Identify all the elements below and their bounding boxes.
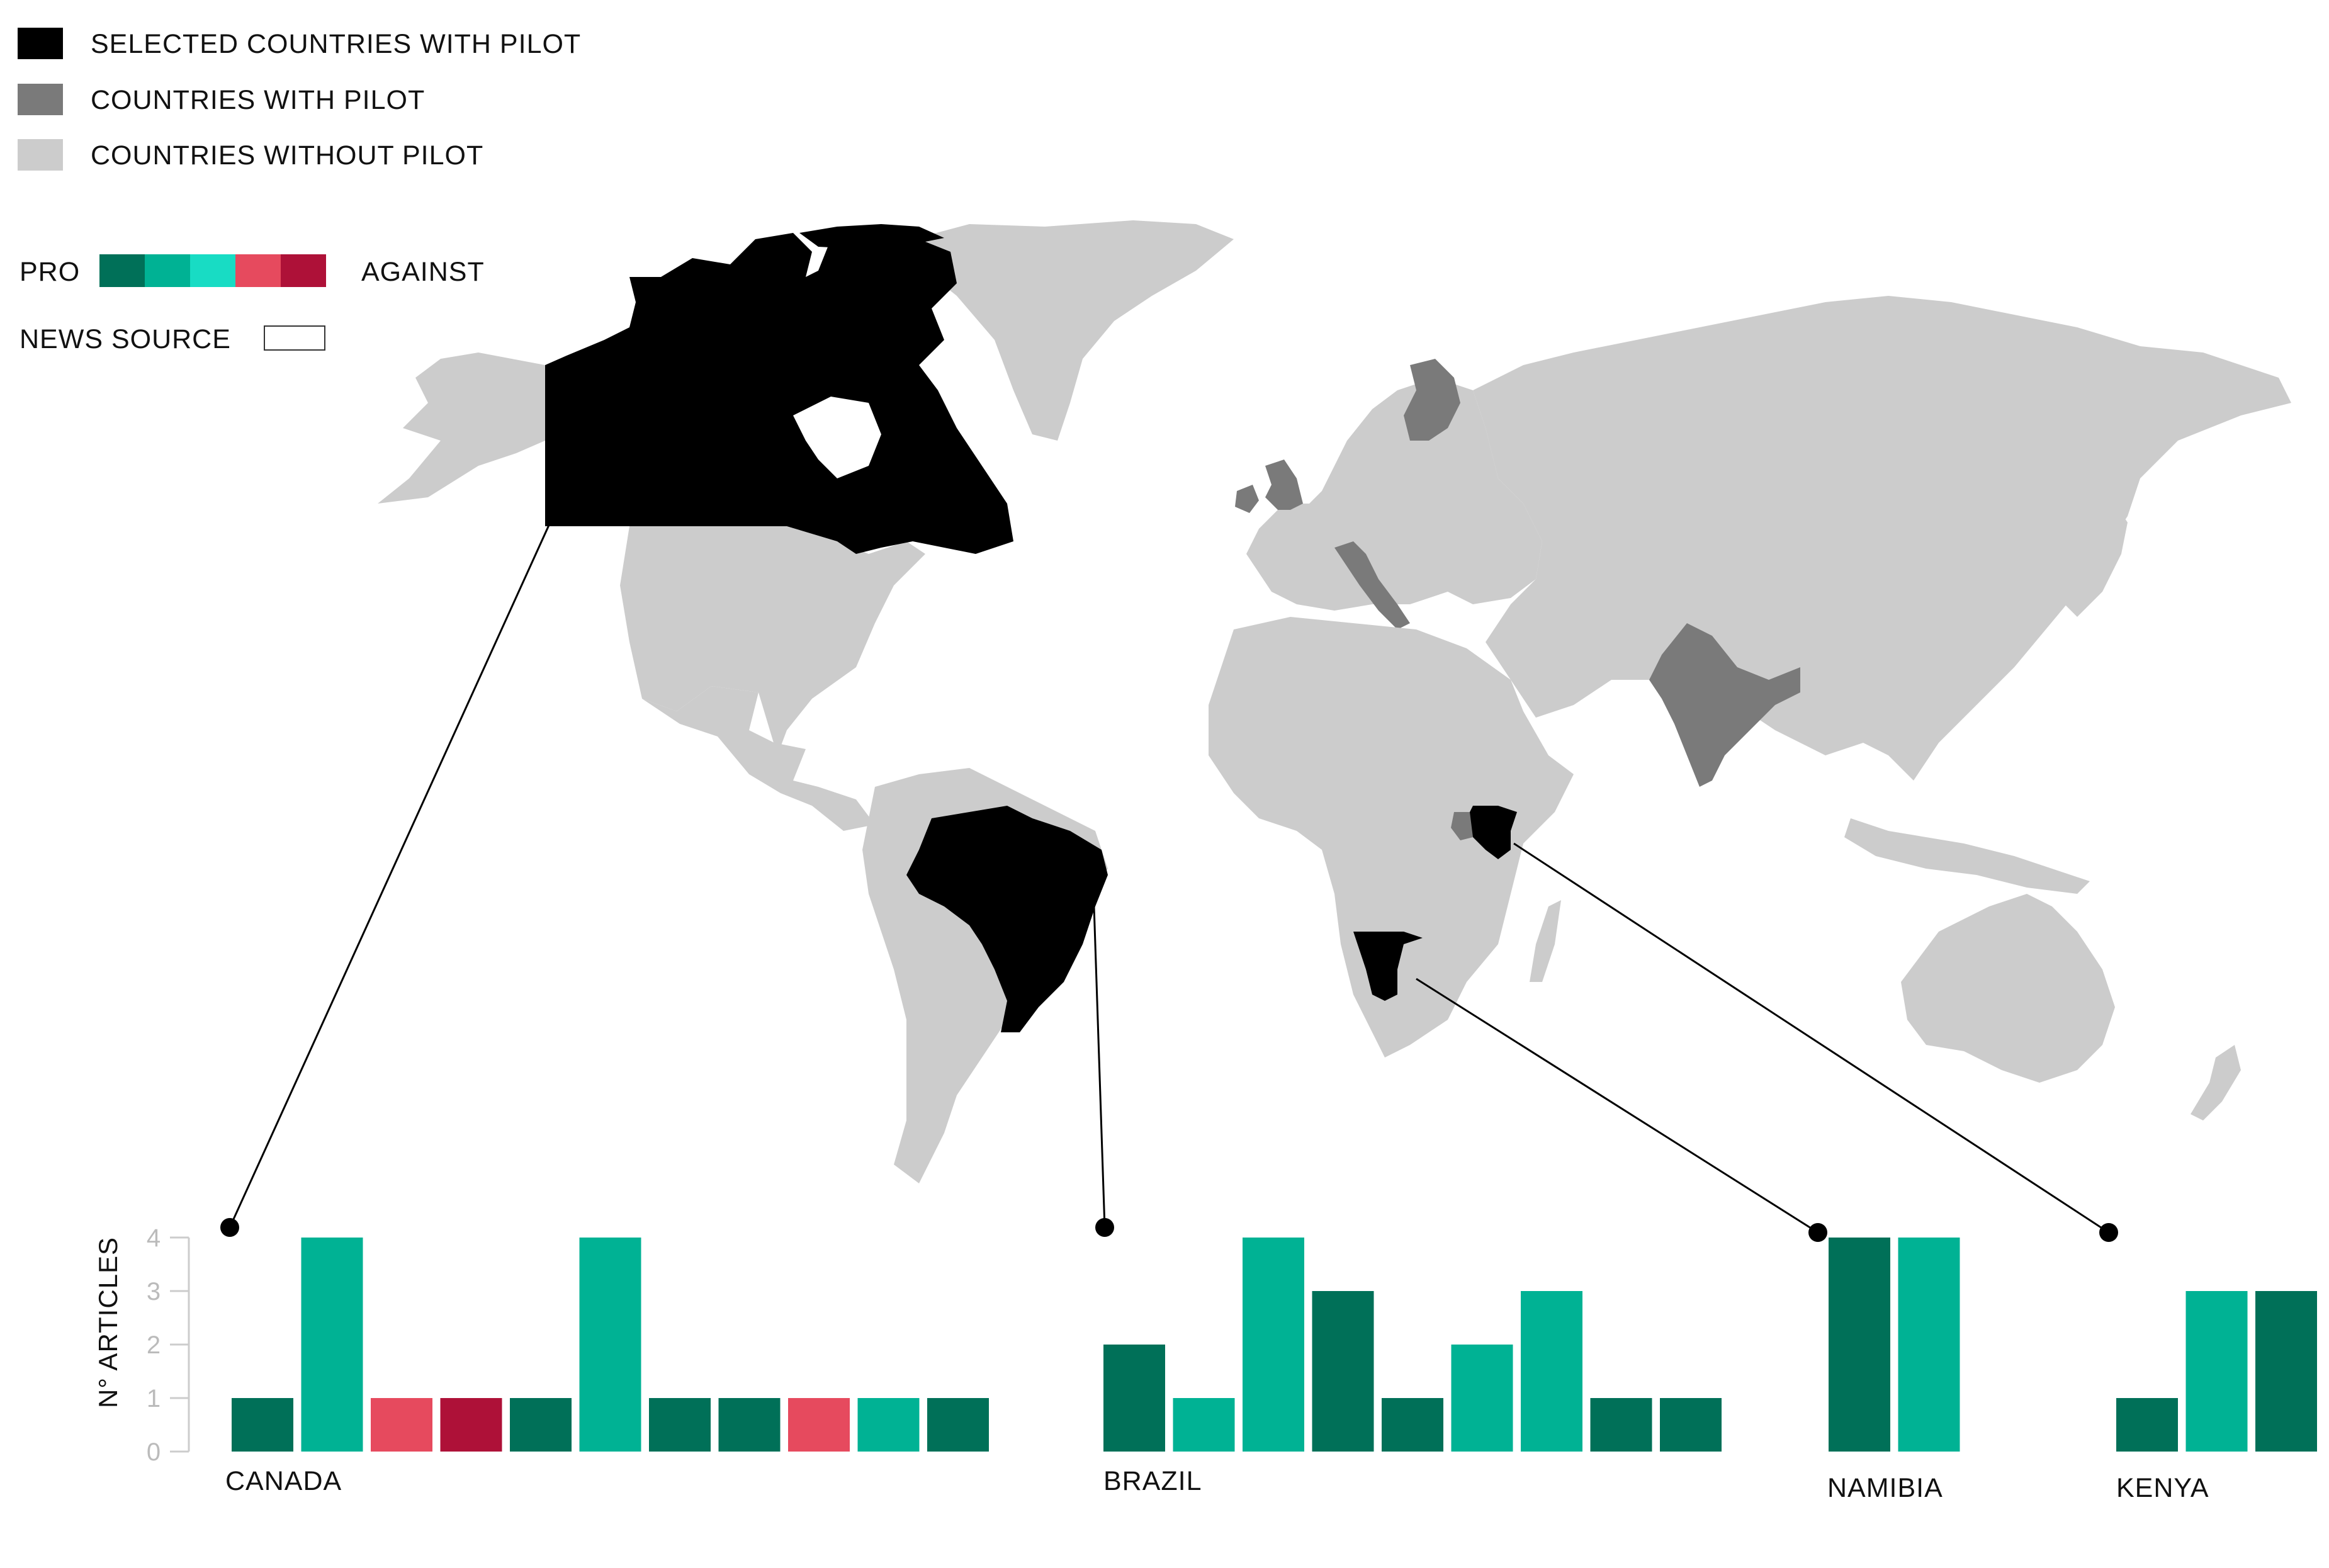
bar[interactable]	[857, 1398, 920, 1452]
map-greenland	[913, 220, 1234, 441]
y-axis-title: N° ARTICLES	[93, 1237, 123, 1408]
stance-swatch-4	[235, 254, 281, 287]
map-namibia[interactable]	[1353, 932, 1423, 1001]
bar[interactable]	[510, 1398, 572, 1452]
bar[interactable]	[1243, 1238, 1304, 1452]
bar-group-namibia: NAMIBIA	[1827, 1238, 1960, 1503]
bar[interactable]	[718, 1398, 781, 1452]
bar[interactable]	[649, 1398, 711, 1452]
bar-group-canada: CANADA	[225, 1238, 989, 1496]
bar[interactable]	[2185, 1291, 2248, 1452]
legend-swatch-pilot	[18, 84, 63, 115]
map-finland	[1404, 359, 1460, 441]
scale-label-against: AGAINST	[361, 257, 485, 287]
map-uganda	[1451, 812, 1473, 840]
map-asia	[1473, 296, 2291, 781]
map-ireland	[1235, 485, 1259, 513]
group-label: CANADA	[225, 1466, 342, 1496]
leader-dot-brazil	[1095, 1218, 1114, 1237]
scale-label-pro: PRO	[20, 257, 80, 287]
y-tick-label: 2	[147, 1331, 161, 1359]
bar[interactable]	[1382, 1398, 1443, 1452]
leader-canada	[228, 453, 583, 1228]
bar[interactable]	[1521, 1291, 1582, 1452]
y-tick-label: 0	[147, 1438, 161, 1466]
leader-namibia	[1416, 978, 1819, 1234]
map-africa	[1209, 617, 1574, 1058]
bar[interactable]	[579, 1238, 641, 1452]
map-se-asia-islands	[1844, 818, 2090, 894]
group-label: KENYA	[2116, 1473, 2209, 1503]
map-mexico	[642, 686, 875, 831]
legend: SELECTED COUNTRIES WITH PILOT COUNTRIES …	[18, 28, 581, 354]
map-kenya[interactable]	[1467, 806, 1517, 859]
stance-swatch-5	[281, 254, 326, 287]
map-india	[1649, 623, 1800, 787]
map-australia	[1901, 894, 2115, 1083]
bar[interactable]	[371, 1398, 432, 1452]
map-usa	[620, 526, 925, 755]
bar[interactable]	[1173, 1398, 1235, 1452]
bar[interactable]	[927, 1398, 989, 1452]
bar[interactable]	[1103, 1345, 1165, 1452]
map-arctic-islands	[799, 224, 944, 249]
news-source-swatch	[264, 325, 325, 351]
bar-group-brazil: BRAZIL	[1103, 1238, 1722, 1496]
map-alaska	[378, 353, 545, 504]
y-tick-label: 1	[147, 1385, 161, 1413]
bar[interactable]	[1829, 1238, 1890, 1452]
bar[interactable]	[1451, 1345, 1513, 1452]
bar[interactable]	[232, 1398, 293, 1452]
bar-groups: CANADA BRAZIL NAMIBIA KENYA	[225, 1238, 2317, 1503]
y-tick-label: 4	[147, 1224, 161, 1252]
stance-scale	[99, 254, 326, 287]
news-source-label: NEWS SOURCE	[20, 324, 231, 354]
leader-dot-canada	[220, 1218, 239, 1237]
leader-lines	[228, 453, 2109, 1234]
map-new-zealand	[2191, 1045, 2241, 1120]
leader-dot-namibia	[1808, 1223, 1827, 1242]
map-italy	[1334, 541, 1410, 629]
map-madagascar	[1530, 900, 1561, 982]
bar[interactable]	[1312, 1291, 1374, 1452]
map-brazil[interactable]	[906, 806, 1108, 1032]
leader-dot-kenya	[2099, 1223, 2118, 1242]
world-map	[378, 220, 2291, 1183]
y-axis-ticks: 0 1 2 3 4	[147, 1224, 189, 1466]
bar[interactable]	[1590, 1398, 1652, 1452]
map-hudson-bay	[793, 397, 881, 478]
bar[interactable]	[301, 1238, 363, 1452]
bar[interactable]	[1898, 1238, 1960, 1452]
legend-swatch-no-pilot	[18, 139, 63, 171]
leader-brazil	[1093, 906, 1106, 1228]
leader-kenya	[1513, 842, 2109, 1234]
bar[interactable]	[2255, 1291, 2317, 1452]
legend-swatch-selected	[18, 28, 63, 59]
legend-label-no-pilot: COUNTRIES WITHOUT PILOT	[91, 140, 483, 171]
bar[interactable]	[788, 1398, 850, 1452]
y-axis: 0 1 2 3 4 N° ARTICLES	[93, 1224, 190, 1466]
map-japan	[2065, 504, 2128, 617]
bar-group-kenya: KENYA	[2116, 1291, 2317, 1503]
map-europe	[1246, 378, 1542, 611]
group-label: BRAZIL	[1103, 1466, 1202, 1496]
stance-swatch-1	[99, 254, 145, 287]
group-label: NAMIBIA	[1827, 1473, 1943, 1503]
legend-label-pilot: COUNTRIES WITH PILOT	[91, 85, 425, 115]
map-uk	[1265, 460, 1303, 510]
stance-swatch-2	[145, 254, 190, 287]
bar[interactable]	[2116, 1398, 2178, 1452]
bar[interactable]	[440, 1398, 502, 1452]
map-canada[interactable]	[545, 233, 1013, 554]
y-tick-label: 3	[147, 1278, 161, 1306]
legend-label-selected: SELECTED COUNTRIES WITH PILOT	[91, 29, 581, 59]
bar[interactable]	[1660, 1398, 1722, 1452]
stance-swatch-3	[190, 254, 235, 287]
leader-dots	[220, 1218, 2118, 1242]
